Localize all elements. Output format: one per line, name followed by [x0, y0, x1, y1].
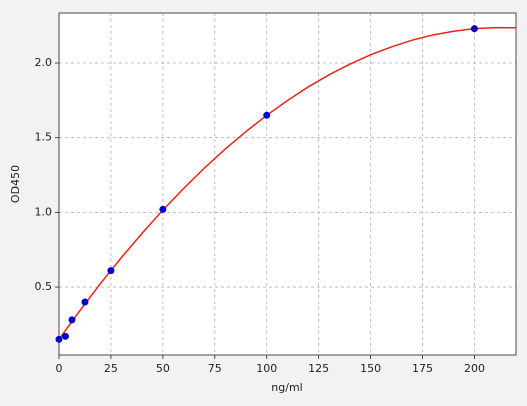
axes-frame	[58, 12, 517, 356]
x-tick-label: 200	[464, 362, 485, 375]
x-tick-label: 25	[104, 362, 118, 375]
x-axis-label: ng/ml	[271, 381, 302, 394]
x-tick-label: 100	[256, 362, 277, 375]
x-tick-label: 0	[56, 362, 63, 375]
x-tick-label: 150	[360, 362, 381, 375]
data-point	[61, 332, 69, 340]
data-point	[107, 267, 115, 275]
x-tick-label: 50	[156, 362, 170, 375]
y-tick-label: 1.0	[35, 205, 53, 218]
fit-curve	[58, 26, 517, 340]
x-tick-label: 175	[412, 362, 433, 375]
y-tick-label: 0.5	[35, 280, 53, 293]
data-point	[81, 298, 89, 306]
x-tick-label: 125	[308, 362, 329, 375]
plot-area	[59, 13, 516, 355]
data-point	[470, 25, 478, 33]
data-point	[159, 205, 167, 213]
data-point	[68, 316, 76, 324]
data-point	[263, 111, 271, 119]
y-tick-label: 2.0	[35, 56, 53, 69]
data-point	[55, 335, 63, 343]
y-axis-label: OD450	[9, 165, 22, 203]
y-tick-label: 1.5	[35, 131, 53, 144]
x-tick-label: 75	[208, 362, 222, 375]
